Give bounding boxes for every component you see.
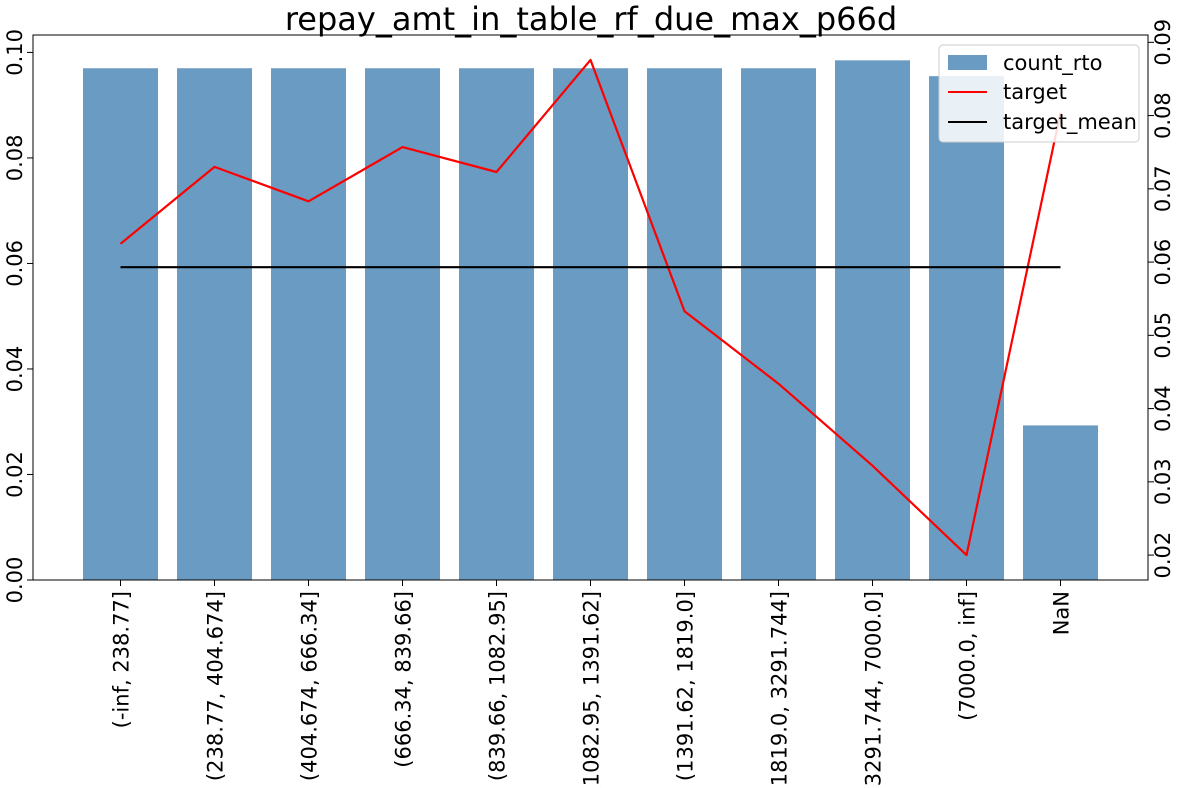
right-axis-tick-label: 0.08 bbox=[1151, 92, 1175, 139]
bar bbox=[1023, 425, 1098, 580]
x-axis-tick-label: (3291.744, 7000.0] bbox=[862, 591, 886, 788]
x-axis-tick-label: (238.77, 404.674] bbox=[204, 591, 228, 781]
right-axis-tick-label: 0.05 bbox=[1151, 312, 1175, 359]
bar bbox=[271, 68, 346, 580]
left-axis-tick-label: 0.04 bbox=[3, 346, 27, 393]
x-axis-tick-label: (666.34, 839.66] bbox=[392, 591, 416, 768]
bar bbox=[177, 68, 252, 580]
x-axis: (-inf, 238.77] (238.77, 404.674] (404.674,… bbox=[110, 580, 1074, 788]
right-axis-tick-label: 0.09 bbox=[1151, 19, 1175, 66]
chart-title: repay_amt_in_table_rf_due_max_p66d bbox=[285, 0, 897, 38]
bar bbox=[741, 68, 816, 580]
x-axis-tick-label: (-inf, 238.77] bbox=[110, 591, 134, 728]
legend-label-target: target bbox=[1003, 80, 1067, 104]
left-axis-tick-label: 0.10 bbox=[3, 29, 27, 76]
left-axis-tick-label: 0.02 bbox=[3, 451, 27, 498]
left-axis-tick-label: 0.06 bbox=[3, 240, 27, 287]
bar bbox=[365, 68, 440, 580]
legend-label-target-mean: target_mean bbox=[1003, 110, 1137, 135]
x-axis-tick-label: (7000.0, inf] bbox=[956, 591, 980, 721]
legend-label-count-rto: count_rto bbox=[1003, 51, 1102, 76]
x-axis-tick-label: (839.66, 1082.95] bbox=[486, 591, 510, 781]
lines-group bbox=[119, 58, 1062, 557]
bar bbox=[553, 68, 628, 580]
right-y-axis: 0.02 0.03 0.04 0.05 0.06 0.07 0.08 0.09 bbox=[1148, 19, 1175, 579]
legend-swatch-count-rto bbox=[948, 55, 987, 70]
right-axis-tick-label: 0.07 bbox=[1151, 165, 1175, 212]
bar bbox=[647, 68, 722, 580]
x-axis-tick-label: (1082.95, 1391.62] bbox=[580, 591, 604, 788]
left-axis-tick-label: 0.08 bbox=[3, 135, 27, 182]
right-axis-tick-label: 0.06 bbox=[1151, 239, 1175, 286]
bar bbox=[835, 60, 910, 581]
bar bbox=[83, 68, 158, 580]
x-axis-tick-label: (404.674, 666.34] bbox=[298, 591, 322, 781]
bar bbox=[929, 76, 1004, 581]
legend: count_rto target target_mean bbox=[938, 44, 1140, 143]
right-axis-tick-label: 0.03 bbox=[1151, 458, 1175, 505]
left-y-axis: 0.00 0.02 0.04 0.06 0.08 0.10 bbox=[3, 29, 33, 603]
x-axis-tick-label: (1391.62, 1819.0] bbox=[674, 591, 698, 781]
right-axis-tick-label: 0.04 bbox=[1151, 385, 1175, 432]
x-axis-tick-label: NaN bbox=[1050, 591, 1074, 635]
x-axis-tick-label: (1819.0, 3291.744] bbox=[768, 591, 792, 788]
legend-box bbox=[938, 44, 1140, 143]
target-line bbox=[119, 58, 1062, 557]
right-axis-tick-label: 0.02 bbox=[1151, 532, 1175, 579]
bar bbox=[459, 68, 534, 580]
left-axis-tick-label: 0.00 bbox=[3, 557, 27, 604]
